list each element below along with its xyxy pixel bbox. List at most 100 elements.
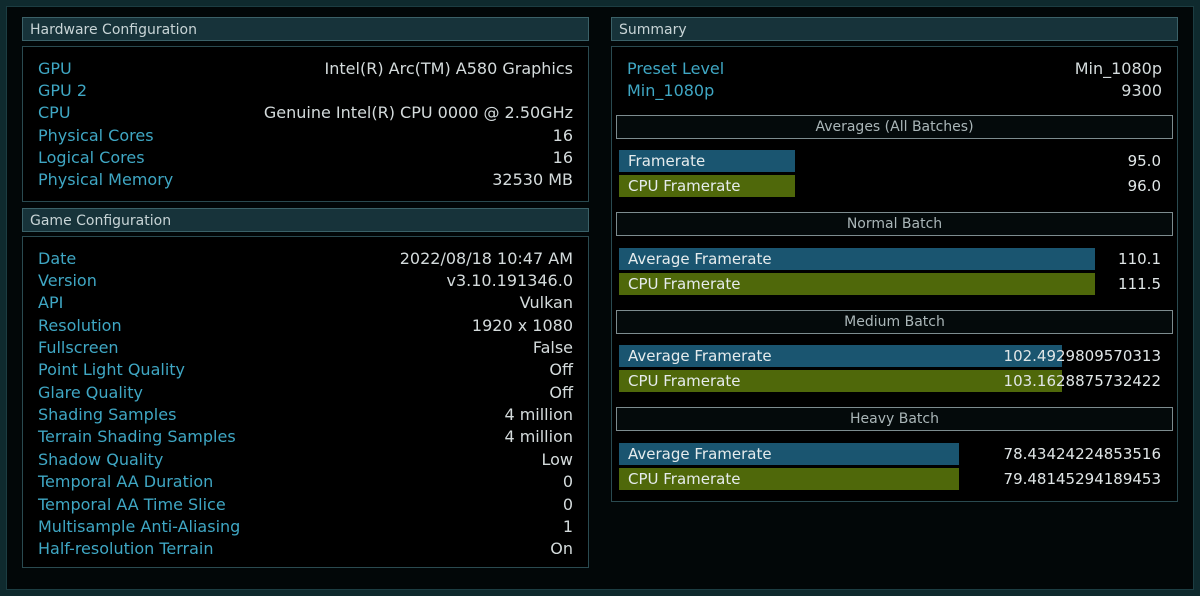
row-key: Half-resolution Terrain bbox=[38, 539, 214, 558]
game-config-panel: Date 2022/08/18 10:47 AM Version v3.10.191… bbox=[22, 236, 589, 568]
summary-row: Preset Level Min_1080p bbox=[612, 58, 1177, 80]
summary-header: Summary bbox=[611, 17, 1178, 41]
bar-value: 103.1628875732422 bbox=[1003, 372, 1161, 390]
hardware-config-title: Hardware Configuration bbox=[30, 22, 197, 38]
game-row: Half-resolution Terrain On bbox=[23, 538, 588, 560]
hardware-row: GPU 2 bbox=[23, 80, 588, 102]
bar-label: CPU Framerate bbox=[628, 372, 741, 390]
row-key: Temporal AA Duration bbox=[38, 472, 214, 491]
row-value: 4 million bbox=[504, 405, 573, 424]
row-key: Multisample Anti-Aliasing bbox=[38, 517, 241, 536]
row-value: 4 million bbox=[504, 427, 573, 446]
batch-header-averages: Averages (All Batches) bbox=[616, 115, 1173, 139]
row-value: 1 bbox=[562, 517, 573, 536]
bar-value: 110.1 bbox=[1118, 250, 1161, 268]
framerate-bar bbox=[619, 345, 1062, 367]
hardware-row: Physical Cores 16 bbox=[23, 125, 588, 147]
bar-value: 79.48145294189453 bbox=[1003, 470, 1161, 488]
hardware-row: GPU Intel(R) Arc(TM) A580 Graphics bbox=[23, 58, 588, 80]
game-row: Multisample Anti-Aliasing 1 bbox=[23, 516, 588, 538]
bar-value: 95.0 bbox=[1127, 152, 1161, 170]
batch-title: Heavy Batch bbox=[850, 411, 939, 427]
game-row: Version v3.10.191346.0 bbox=[23, 270, 588, 292]
game-row: Temporal AA Duration 0 bbox=[23, 471, 588, 493]
row-key: Logical Cores bbox=[38, 148, 145, 167]
game-row: Shading Samples 4 million bbox=[23, 404, 588, 426]
row-value: 16 bbox=[552, 126, 573, 145]
row-key: Physical Cores bbox=[38, 126, 154, 145]
row-key: Preset Level bbox=[627, 59, 725, 78]
row-value: Intel(R) Arc(TM) A580 Graphics bbox=[324, 59, 573, 78]
row-key: API bbox=[38, 293, 64, 312]
row-value: Off bbox=[549, 360, 573, 379]
row-key: Physical Memory bbox=[38, 170, 174, 189]
hardware-config-header: Hardware Configuration bbox=[22, 17, 589, 41]
row-value: 0 bbox=[562, 472, 573, 491]
row-value: Off bbox=[549, 383, 573, 402]
row-key: Fullscreen bbox=[38, 338, 119, 357]
bar-label: Average Framerate bbox=[628, 250, 772, 268]
row-key: Date bbox=[38, 249, 77, 268]
game-row: Terrain Shading Samples 4 million bbox=[23, 426, 588, 448]
row-value: v3.10.191346.0 bbox=[446, 271, 573, 290]
batch-title: Averages (All Batches) bbox=[815, 119, 974, 135]
row-key: Point Light Quality bbox=[38, 360, 185, 379]
row-value: 32530 MB bbox=[492, 170, 573, 189]
row-value: 16 bbox=[552, 148, 573, 167]
framerate-bar bbox=[619, 248, 1095, 270]
batch-title: Normal Batch bbox=[846, 216, 943, 232]
game-row: Date 2022/08/18 10:47 AM bbox=[23, 248, 588, 270]
row-value: On bbox=[550, 539, 573, 558]
hardware-config-panel: GPU Intel(R) Arc(TM) A580 Graphics GPU 2 … bbox=[22, 46, 589, 202]
row-value: Low bbox=[541, 450, 573, 469]
cpu-framerate-bar bbox=[619, 468, 959, 490]
row-key: GPU 2 bbox=[38, 81, 88, 100]
bar-value: 111.5 bbox=[1118, 275, 1161, 293]
row-value: 9300 bbox=[1121, 81, 1162, 100]
row-key: Temporal AA Time Slice bbox=[38, 495, 226, 514]
batch-header-heavy: Heavy Batch bbox=[616, 407, 1173, 431]
row-value: Genuine Intel(R) CPU 0000 @ 2.50GHz bbox=[263, 103, 573, 122]
bar-value: 102.4929809570313 bbox=[1003, 347, 1161, 365]
cpu-framerate-bar bbox=[619, 370, 1062, 392]
row-key: Shadow Quality bbox=[38, 450, 164, 469]
bar-label: Average Framerate bbox=[628, 347, 772, 365]
framerate-bar bbox=[619, 150, 795, 172]
summary-row: Min_1080p 9300 bbox=[612, 80, 1177, 102]
row-key: Min_1080p bbox=[627, 81, 715, 100]
game-config-title: Game Configuration bbox=[30, 213, 172, 229]
game-row: Point Light Quality Off bbox=[23, 359, 588, 381]
game-row: API Vulkan bbox=[23, 292, 588, 314]
row-key: Shading Samples bbox=[38, 405, 177, 424]
batch-header-medium: Medium Batch bbox=[616, 310, 1173, 334]
framerate-bar bbox=[619, 443, 959, 465]
row-value: 1920 x 1080 bbox=[471, 316, 573, 335]
row-key: Resolution bbox=[38, 316, 122, 335]
row-value: Min_1080p bbox=[1074, 59, 1162, 78]
game-row: Temporal AA Time Slice 0 bbox=[23, 494, 588, 516]
hardware-row: Physical Memory 32530 MB bbox=[23, 169, 588, 191]
row-value: Vulkan bbox=[519, 293, 573, 312]
hardware-row: Logical Cores 16 bbox=[23, 147, 588, 169]
bar-value: 78.43424224853516 bbox=[1003, 445, 1161, 463]
row-key: Version bbox=[38, 271, 97, 290]
row-key: CPU bbox=[38, 103, 71, 122]
game-row: Shadow Quality Low bbox=[23, 449, 588, 471]
bar-label: CPU Framerate bbox=[628, 470, 741, 488]
row-key: Glare Quality bbox=[38, 383, 143, 402]
cpu-framerate-bar bbox=[619, 273, 1095, 295]
bar-label: Average Framerate bbox=[628, 445, 772, 463]
hardware-row: CPU Genuine Intel(R) CPU 0000 @ 2.50GHz bbox=[23, 102, 588, 124]
game-row: Fullscreen False bbox=[23, 337, 588, 359]
summary-title: Summary bbox=[619, 22, 687, 38]
row-value: False bbox=[532, 338, 573, 357]
bar-label: CPU Framerate bbox=[628, 275, 741, 293]
bar-label: Framerate bbox=[628, 152, 706, 170]
cpu-framerate-bar bbox=[619, 175, 795, 197]
game-config-header: Game Configuration bbox=[22, 208, 589, 232]
row-value: 0 bbox=[562, 495, 573, 514]
row-value: 2022/08/18 10:47 AM bbox=[399, 249, 573, 268]
game-row: Glare Quality Off bbox=[23, 382, 588, 404]
game-row: Resolution 1920 x 1080 bbox=[23, 315, 588, 337]
bar-value: 96.0 bbox=[1127, 177, 1161, 195]
